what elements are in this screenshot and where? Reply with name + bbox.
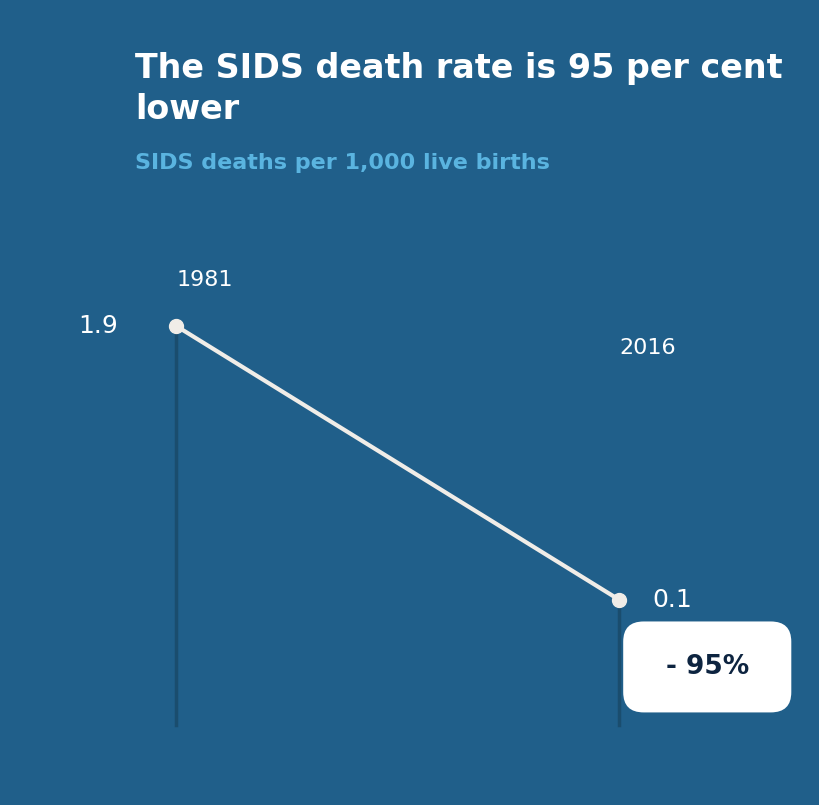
Text: 0.1: 0.1 <box>651 588 690 612</box>
Text: 2016: 2016 <box>618 338 675 358</box>
Text: 1.9: 1.9 <box>78 314 117 338</box>
Text: - 95%: - 95% <box>665 654 748 680</box>
Text: The SIDS death rate is 95 per cent: The SIDS death rate is 95 per cent <box>135 52 782 85</box>
Text: lower: lower <box>135 93 239 126</box>
FancyBboxPatch shape <box>622 621 790 712</box>
Text: 1981: 1981 <box>176 270 233 290</box>
Text: SIDS deaths per 1,000 live births: SIDS deaths per 1,000 live births <box>135 153 550 173</box>
